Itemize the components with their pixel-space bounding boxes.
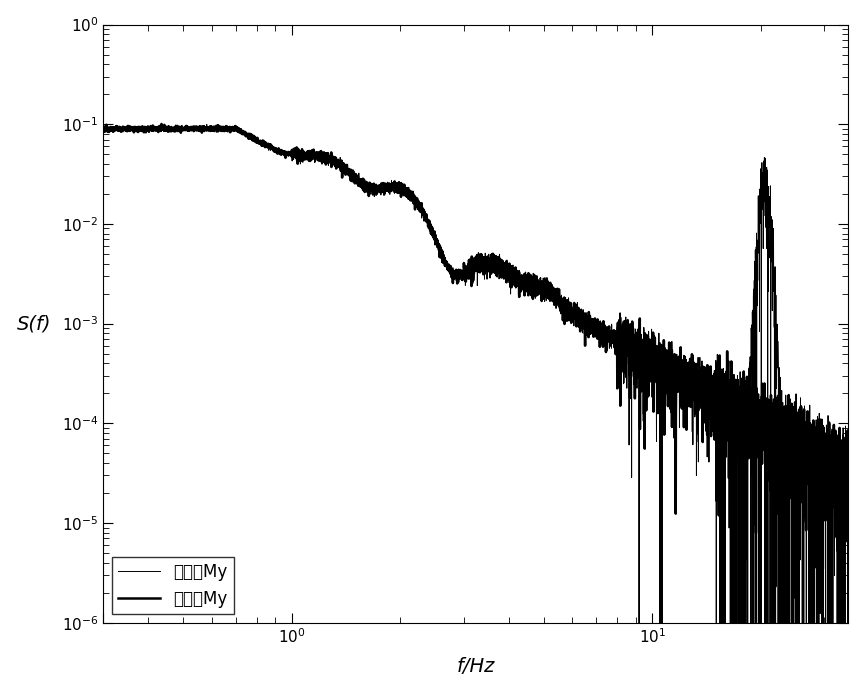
修正后My (157, 120, 167, 128)
修正前My (202, 121, 212, 129)
修正后My (654, 377, 664, 385)
修正前My (234, 125, 244, 134)
修正前My (98, 124, 108, 132)
修正前My (383, 185, 394, 193)
修正后My (98, 125, 108, 133)
修正前My (711, 387, 721, 396)
Line: 修正后My: 修正后My (103, 124, 849, 693)
修正后My (383, 182, 394, 191)
修正前My (583, 317, 593, 326)
修正前My (843, 482, 854, 491)
修正前My (654, 362, 664, 371)
修正后My (545, 279, 555, 287)
Y-axis label: S(f): S(f) (16, 314, 51, 333)
修正后My (234, 125, 244, 134)
X-axis label: f/Hz: f/Hz (457, 658, 495, 676)
修正前My (545, 281, 555, 289)
修正后My (711, 376, 721, 385)
Line: 修正前My: 修正前My (103, 125, 849, 693)
Legend: 修正前My, 修正后My: 修正前My, 修正后My (112, 556, 234, 614)
修正后My (583, 319, 593, 328)
